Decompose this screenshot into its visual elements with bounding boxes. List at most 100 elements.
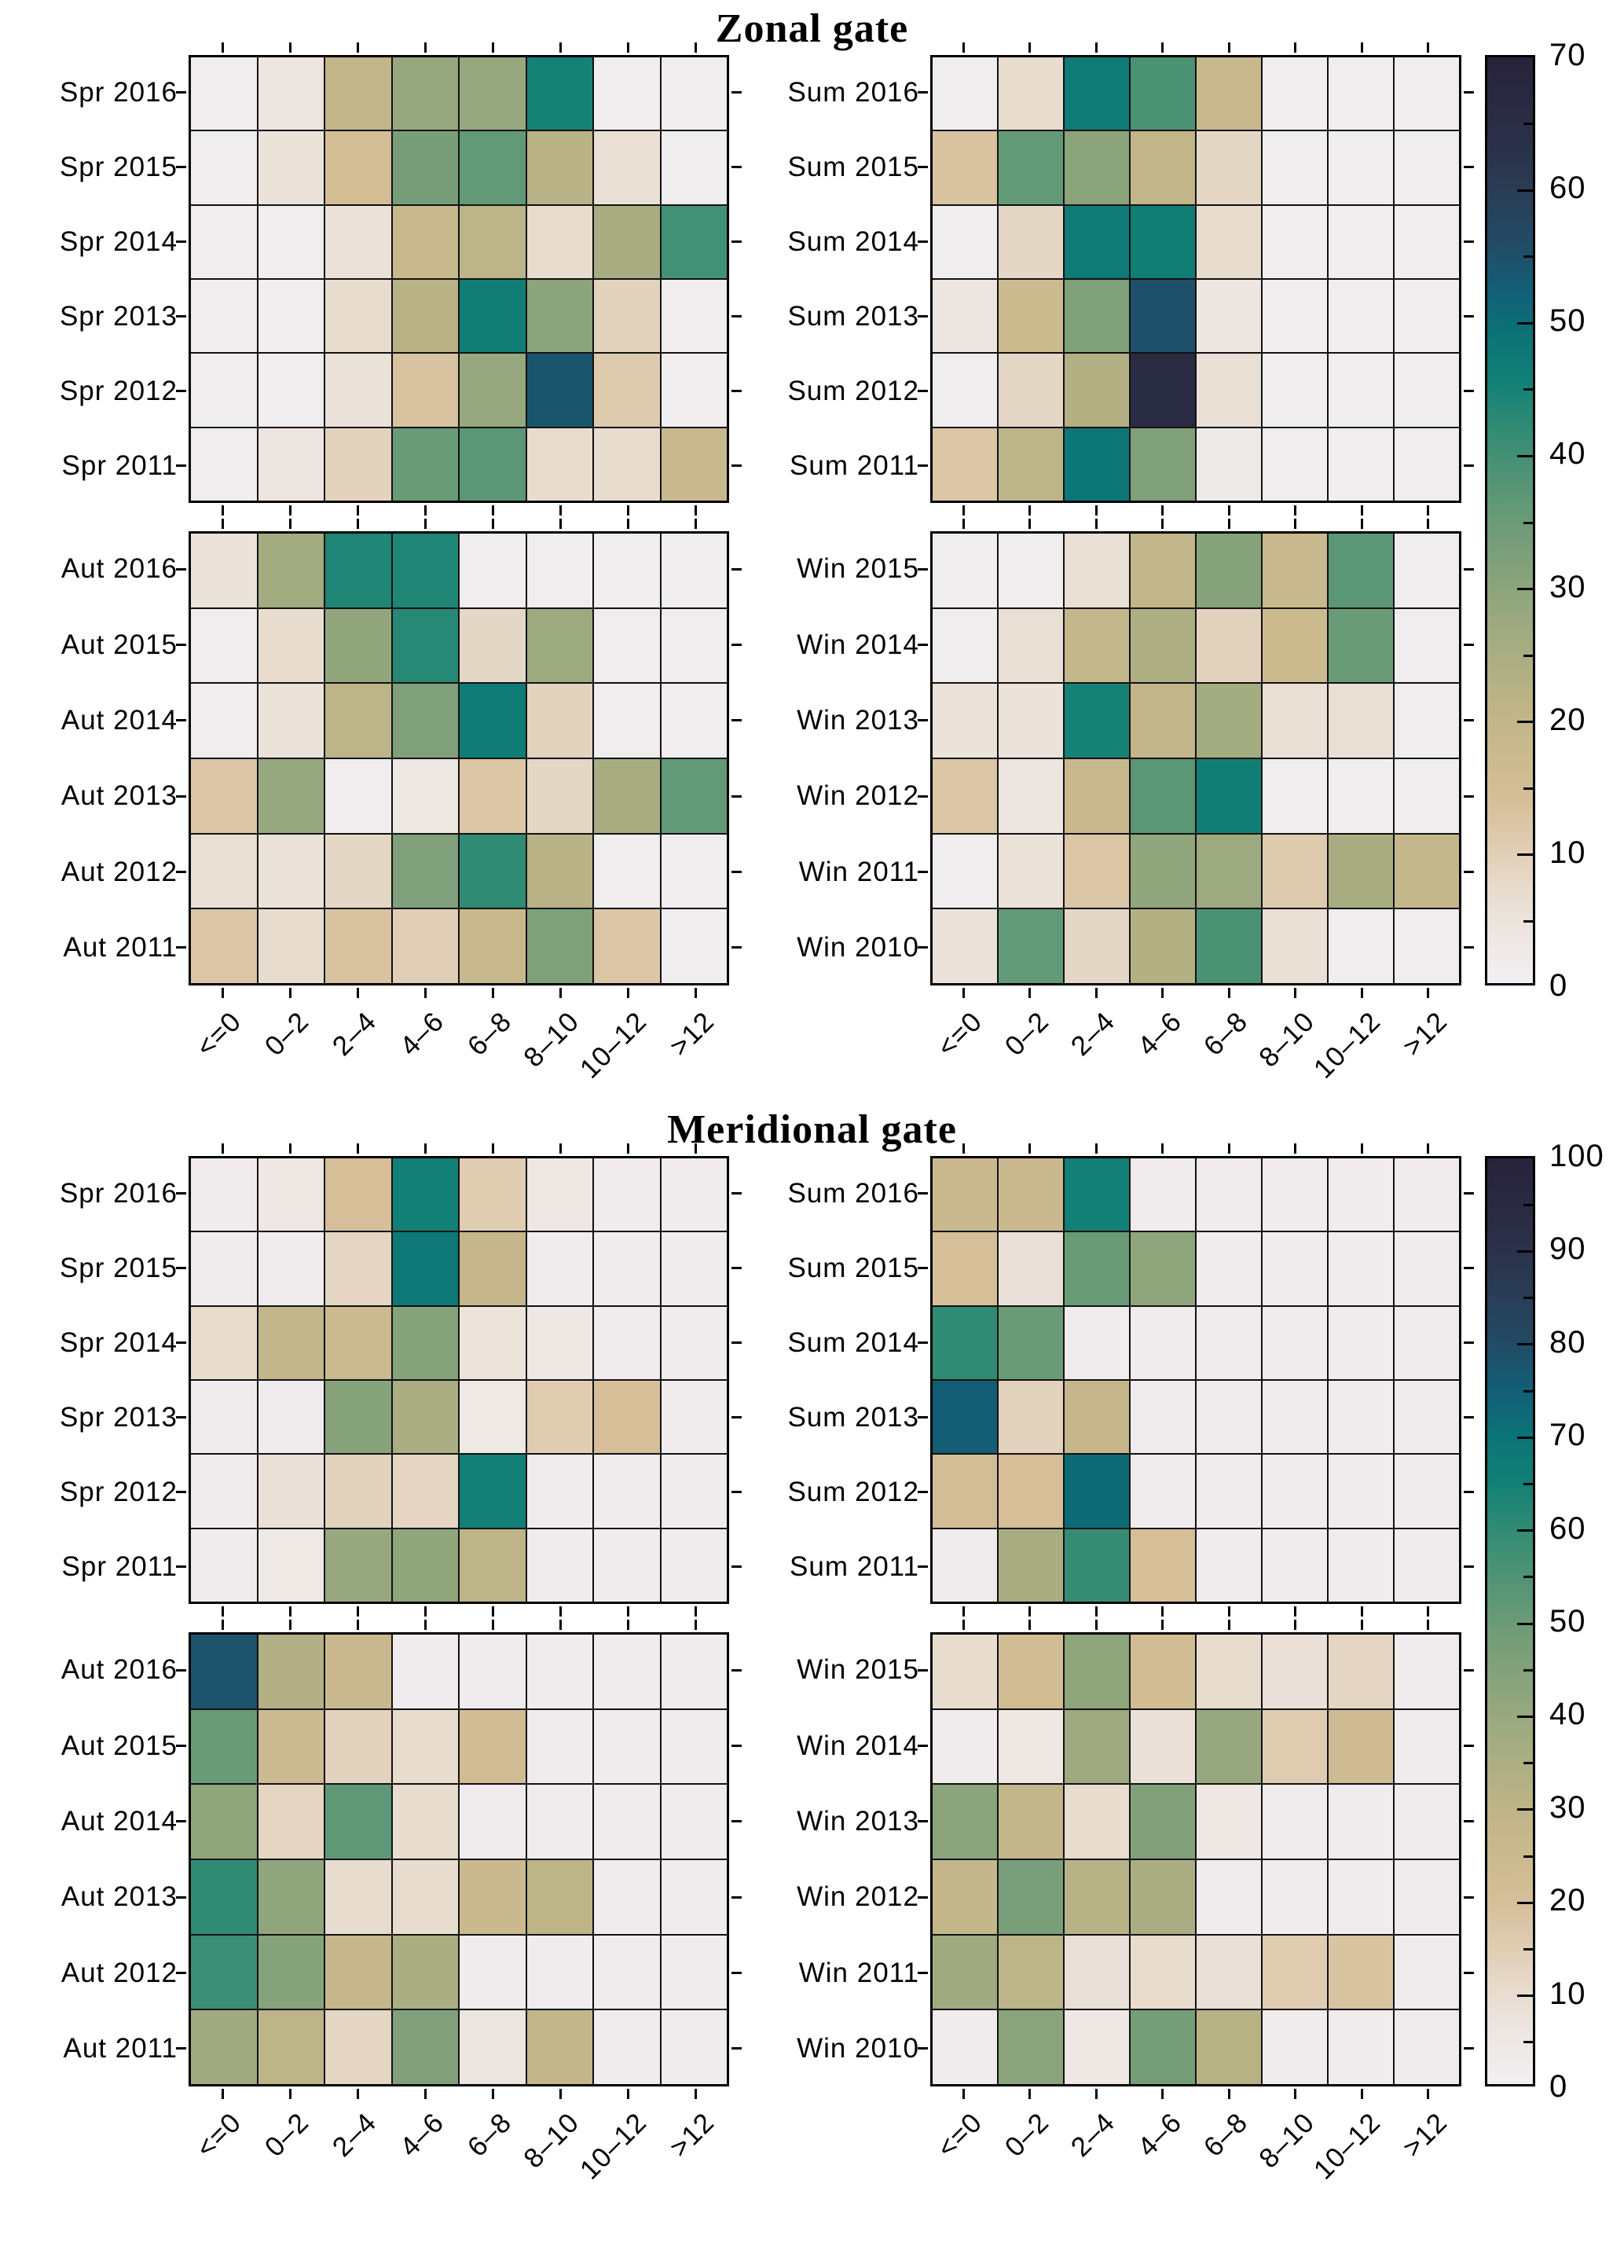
axis-tick <box>176 1896 186 1899</box>
heatmap-cell <box>1197 2010 1261 2084</box>
heatmap-cell <box>1197 131 1261 204</box>
heatmap-cells-grid <box>189 55 729 503</box>
axis-tick <box>1227 519 1230 529</box>
heatmap-cell <box>258 57 324 130</box>
colorbar-tick-label: 10 <box>1549 1976 1586 2011</box>
axis-tick <box>1427 505 1430 516</box>
heatmap-cell <box>1329 354 1393 427</box>
heatmap-cell <box>191 758 257 833</box>
figure-body-zonal: Spr 2016 Spr 2015 Spr 2014 Spr 2013 Spr 2012… <box>0 38 1624 1101</box>
axis-tick <box>962 1620 965 1630</box>
row-label: Aut 2011 <box>63 931 178 963</box>
heatmap-cell <box>1197 1785 1261 1859</box>
heatmap-cell <box>1263 1158 1327 1231</box>
axis-tick <box>559 505 562 516</box>
colorbar-tick <box>1517 1808 1533 1811</box>
heatmap-cell <box>1065 834 1129 908</box>
colorbar-tick-label: 0 <box>1549 968 1568 1003</box>
heatmap-cell <box>460 428 526 501</box>
axis-tick <box>356 505 359 516</box>
axis-tick <box>176 644 186 646</box>
heatmap-cell <box>594 131 660 204</box>
heatmap-cell <box>1065 205 1129 278</box>
heatmap-panel-meridional-summer: Sum 2016 Sum 2015 Sum 2014 Sum 2013 Sum 2012… <box>787 1143 1474 1617</box>
heatmap-cell <box>594 534 660 607</box>
colorbar-tick-label: 80 <box>1549 1324 1586 1360</box>
row-label: Win 2012 <box>797 780 919 812</box>
heatmap-cell <box>661 354 727 427</box>
heatmap-cell <box>594 909 660 983</box>
colorbar <box>1485 55 1535 985</box>
heatmap-cell <box>661 1232 727 1305</box>
row-label: Win 2010 <box>797 931 919 963</box>
axis-tick <box>918 1820 928 1823</box>
heatmap-cell <box>999 1529 1063 1602</box>
axis-tick <box>694 505 697 516</box>
heatmap-cell <box>999 57 1063 130</box>
axis-tick <box>288 988 291 998</box>
heatmap-cell <box>661 57 727 130</box>
heatmap-cell <box>1197 909 1261 983</box>
axis-tick <box>1464 2047 1474 2050</box>
heatmap-cell <box>392 1859 458 1934</box>
heatmap-cell <box>594 1935 660 2009</box>
row-label: Aut 2011 <box>63 2032 178 2064</box>
heatmap-cell <box>1263 2010 1327 2084</box>
heatmap-cell <box>661 834 727 908</box>
axis-tick <box>918 1491 928 1493</box>
axis-tick <box>356 519 359 529</box>
heatmap-cell <box>325 909 391 983</box>
heatmap-cell <box>1197 1859 1261 1934</box>
axis-tick <box>423 519 427 529</box>
row-label: Aut 2012 <box>60 1957 178 1988</box>
axis-tick <box>176 1820 186 1823</box>
heatmap-cell <box>1131 1635 1195 1708</box>
heatmap-cell <box>460 758 526 833</box>
heatmap-cell <box>1395 909 1459 983</box>
heatmap-cell <box>325 1529 391 1602</box>
axis-tick <box>176 464 186 467</box>
heatmap-cell <box>1131 608 1195 683</box>
axis-tick <box>1464 464 1474 467</box>
axis-tick <box>176 91 186 94</box>
row-label: Aut 2012 <box>60 856 178 887</box>
heatmap-cell <box>1131 57 1195 130</box>
axis-tick <box>1464 240 1474 243</box>
axis-tick <box>962 505 965 516</box>
row-label: Sum 2012 <box>787 375 919 406</box>
heatmap-cell <box>999 1935 1063 2009</box>
heatmap-cell <box>460 354 526 427</box>
colorbar-tick <box>1517 1529 1533 1532</box>
axis-tick <box>1294 505 1297 516</box>
heatmap-cell <box>1263 57 1327 130</box>
heatmap-cell <box>325 1158 391 1231</box>
axis-tick <box>176 795 186 798</box>
heatmap-cell <box>1197 1232 1261 1305</box>
axis-tick <box>918 644 928 646</box>
heatmap-cell <box>325 428 391 501</box>
axis-tick <box>918 1896 928 1899</box>
colorbar-tick <box>1517 1436 1533 1439</box>
axis-tick <box>288 1143 291 1154</box>
heatmap-cell <box>526 428 592 501</box>
axis-tick <box>626 1606 629 1617</box>
row-label: Spr 2012 <box>59 1476 178 1507</box>
axis-tick <box>918 240 928 243</box>
axis-tick <box>221 2089 224 2099</box>
colorbar-tick <box>1523 1855 1533 1858</box>
axis-tick <box>288 505 291 516</box>
axis-tick <box>176 390 186 392</box>
heatmap-panel-zonal-winter: Win 2015 Win 2014 Win 2013 Win 2012 Win 2011… <box>797 519 1474 1084</box>
heatmap-cell <box>1131 1935 1195 2009</box>
colorbar-tick <box>1523 654 1533 657</box>
axis-tick <box>731 1565 742 1568</box>
row-label: Aut 2016 <box>60 553 178 585</box>
heatmap-cell <box>1131 534 1195 607</box>
row-label: Spr 2014 <box>59 1327 178 1358</box>
heatmap-cell <box>1131 1529 1195 1602</box>
axis-tick <box>731 1668 742 1672</box>
heatmap-cell <box>1065 2010 1129 2084</box>
heatmap-cell <box>1395 1529 1459 1602</box>
heatmap-cell <box>1131 280 1195 353</box>
axis-tick <box>423 1606 427 1617</box>
